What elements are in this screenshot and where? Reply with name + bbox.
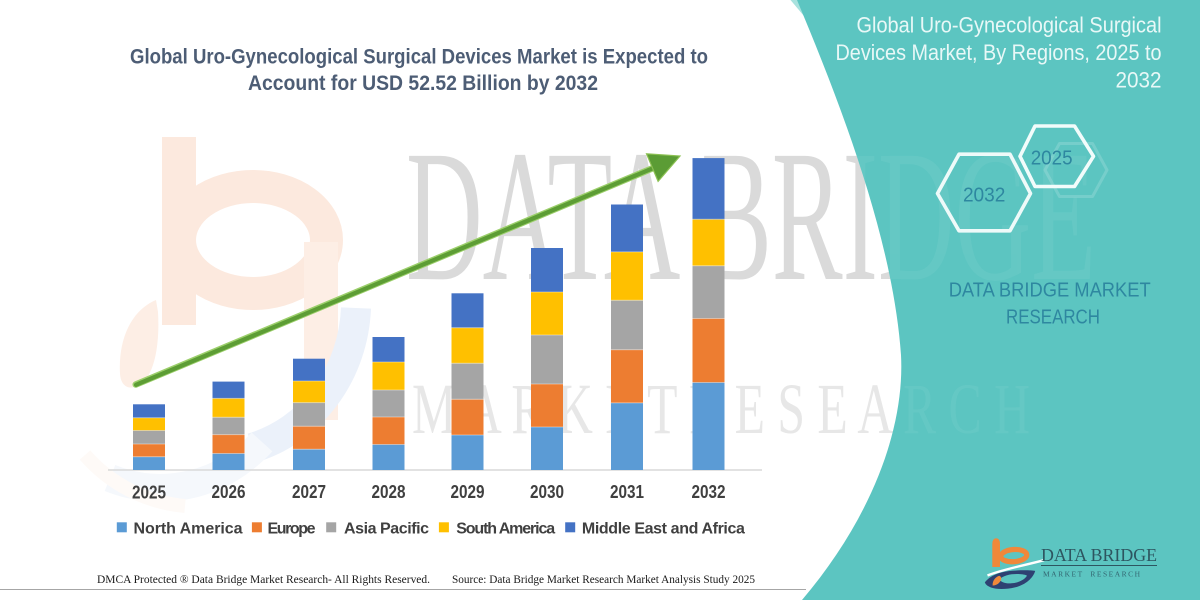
svg-text:2025: 2025 bbox=[132, 483, 166, 503]
svg-text:Global Uro-Gynecological Surgi: Global Uro-Gynecological Surgical Device… bbox=[130, 46, 708, 69]
svg-text:Global Uro-Gynecological Surgi: Global Uro-Gynecological Surgical bbox=[857, 13, 1162, 38]
svg-text:MARKET RESEARCH: MARKET RESEARCH bbox=[1043, 570, 1142, 579]
svg-text:2028: 2028 bbox=[372, 482, 406, 502]
svg-text:Middle East and Africa: Middle East and Africa bbox=[582, 521, 745, 538]
svg-text:Asia Pacific: Asia Pacific bbox=[344, 521, 429, 538]
svg-text:South America: South America bbox=[456, 521, 555, 538]
svg-text:Source: Data Bridge Market Res: Source: Data Bridge Market Research Mark… bbox=[452, 572, 755, 586]
svg-text:2030: 2030 bbox=[530, 482, 564, 502]
svg-text:2031: 2031 bbox=[610, 482, 644, 502]
svg-text:2032: 2032 bbox=[1116, 68, 1162, 93]
svg-text:DMCA Protected ® Data Bridge M: DMCA Protected ® Data Bridge Market Rese… bbox=[97, 572, 430, 586]
svg-text:2032: 2032 bbox=[963, 185, 1006, 207]
svg-text:2026: 2026 bbox=[212, 482, 246, 502]
svg-text:Europe: Europe bbox=[268, 521, 316, 538]
svg-text:2027: 2027 bbox=[292, 482, 326, 502]
svg-text:RESEARCH: RESEARCH bbox=[1006, 307, 1100, 329]
svg-text:2029: 2029 bbox=[451, 482, 485, 502]
svg-text:Account for USD 52.52 Billion: Account for USD 52.52 Billion by 2032 bbox=[248, 72, 598, 95]
svg-text:DATA BRIDGE MARKET: DATA BRIDGE MARKET bbox=[949, 280, 1151, 302]
svg-text:DATA BRIDGE: DATA BRIDGE bbox=[1041, 545, 1157, 565]
svg-text:Devices Market, By Regions, 20: Devices Market, By Regions, 2025 to bbox=[836, 40, 1162, 65]
svg-text:2025: 2025 bbox=[1031, 147, 1073, 169]
svg-text:2032: 2032 bbox=[692, 482, 726, 502]
svg-text:North America: North America bbox=[134, 521, 243, 538]
